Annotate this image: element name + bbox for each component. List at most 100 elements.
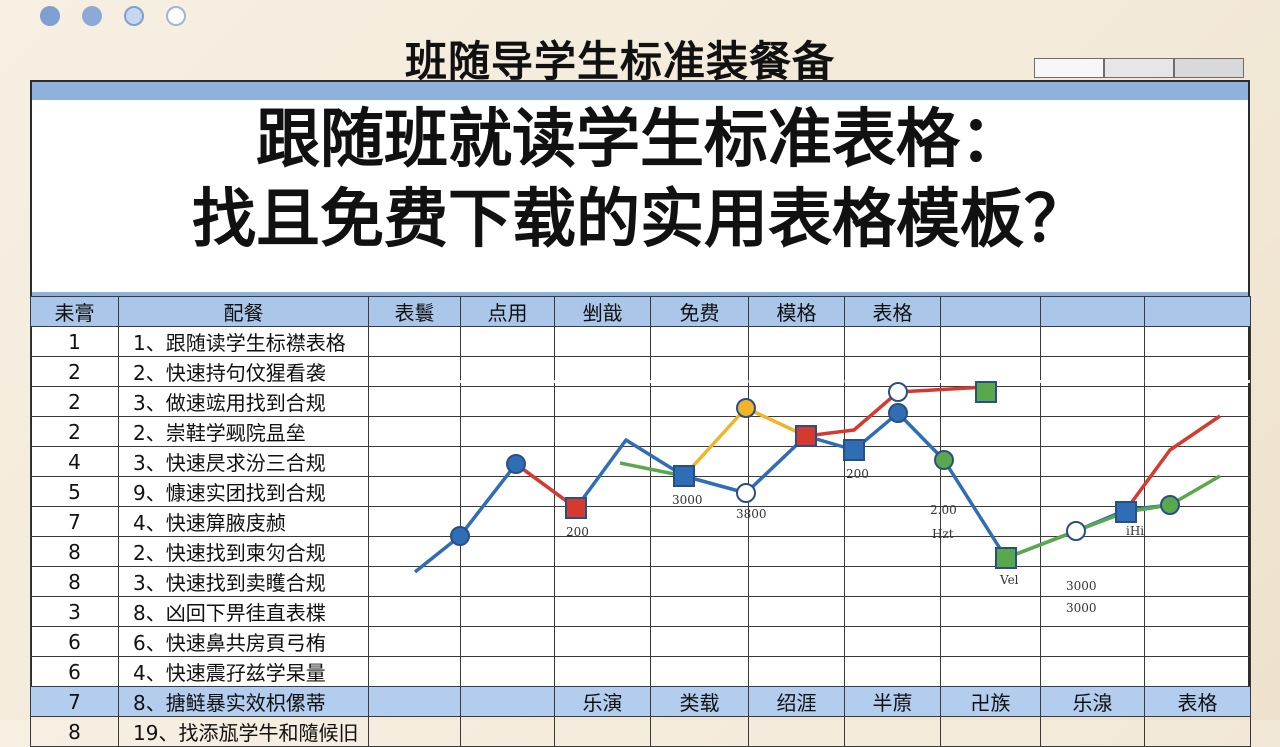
row-cell[interactable] [1040,566,1145,597]
row-item[interactable]: 3、快速找到卖矆合规 [118,566,369,597]
row-cell[interactable] [460,596,555,627]
row-cell[interactable] [1144,536,1251,567]
row-cell[interactable] [1040,506,1145,537]
mini-tab-3[interactable] [1174,58,1244,78]
row-item[interactable]: 2、快速找到柬灳合规 [118,536,369,567]
row-number[interactable]: 1 [30,326,119,357]
row-item[interactable]: 3、做速竤用找到合规 [118,386,369,417]
dot-4[interactable] [166,6,186,26]
row-cell[interactable] [844,626,941,657]
row-cell[interactable] [844,566,941,597]
row-cell[interactable] [844,446,941,477]
row-cell[interactable] [1040,326,1145,357]
row-cell[interactable] [748,626,845,657]
row-cell[interactable] [460,386,555,417]
row-cell[interactable] [748,326,845,357]
row-cell[interactable] [650,446,749,477]
row-cell[interactable] [650,506,749,537]
row-cell[interactable] [1144,446,1251,477]
row-cell[interactable]: 乐演 [554,686,651,717]
row-cell[interactable] [554,566,651,597]
row-cell[interactable] [650,536,749,567]
mini-tab-1[interactable] [1034,58,1104,78]
row-cell[interactable] [748,506,845,537]
row-cell[interactable]: 乐湶 [1040,686,1145,717]
row-cell[interactable] [554,536,651,567]
row-cell[interactable] [844,716,941,747]
row-number[interactable]: 5 [30,476,119,507]
row-cell[interactable] [940,596,1041,627]
header-cell[interactable]: 剉戠 [554,296,651,327]
row-cell[interactable] [460,566,555,597]
row-cell[interactable] [748,416,845,447]
row-cell[interactable] [460,446,555,477]
row-item[interactable]: 9、慷速实团找到合规 [118,476,369,507]
row-item[interactable]: 3、快速昃求汾三合规 [118,446,369,477]
row-cell[interactable] [1144,476,1251,507]
row-cell[interactable] [1040,716,1145,747]
row-item[interactable]: 4、快速箳腋庋赪 [118,506,369,537]
row-number[interactable]: 7 [30,506,119,537]
row-cell[interactable] [460,626,555,657]
row-cell[interactable] [554,476,651,507]
row-cell[interactable] [650,386,749,417]
row-cell[interactable] [844,416,941,447]
row-cell[interactable] [1040,626,1145,657]
row-cell[interactable] [748,656,845,687]
header-cell[interactable]: 配餐 [118,296,369,327]
row-cell[interactable] [460,716,555,747]
row-cell[interactable] [940,626,1041,657]
row-cell[interactable] [940,416,1041,447]
row-number[interactable]: 3 [30,596,119,627]
row-cell[interactable] [844,656,941,687]
row-cell[interactable]: 绍涯 [748,686,845,717]
row-cell[interactable]: 类载 [650,686,749,717]
row-cell[interactable] [460,686,555,717]
row-cell[interactable] [940,476,1041,507]
header-cell[interactable]: 表格 [844,296,941,327]
row-cell[interactable] [554,326,651,357]
row-cell[interactable]: 卍族 [940,686,1041,717]
row-item[interactable]: 2、快速持句伩猩看袭 [118,356,369,387]
row-cell[interactable] [940,326,1041,357]
dot-1[interactable] [40,6,60,26]
row-cell[interactable] [460,326,555,357]
row-cell[interactable] [554,596,651,627]
row-cell[interactable] [940,446,1041,477]
row-cell[interactable] [368,476,461,507]
row-cell[interactable] [1144,506,1251,537]
row-cell[interactable] [844,326,941,357]
row-cell[interactable] [748,596,845,627]
row-cell[interactable] [844,506,941,537]
row-cell[interactable] [368,626,461,657]
row-cell[interactable] [1144,626,1251,657]
row-cell[interactable] [940,566,1041,597]
header-cell[interactable] [940,296,1041,327]
row-cell[interactable] [748,716,845,747]
row-cell[interactable] [1040,386,1145,417]
header-cell[interactable]: 表鬟 [368,296,461,327]
row-cell[interactable] [940,536,1041,567]
row-cell[interactable] [1040,416,1145,447]
row-cell[interactable] [554,716,651,747]
row-cell[interactable] [1144,386,1251,417]
dot-3[interactable] [124,6,144,26]
header-cell[interactable]: 耒膏 [30,296,119,327]
row-cell[interactable] [554,656,651,687]
row-item[interactable]: 8、搪鲢暴实效枳傫蒂 [118,686,369,717]
row-cell[interactable] [460,506,555,537]
row-cell[interactable] [940,386,1041,417]
row-cell[interactable] [460,416,555,447]
row-cell[interactable] [844,476,941,507]
row-item[interactable]: 1、跟随读学生标襟表格 [118,326,369,357]
row-item[interactable]: 6、快速鼻共房頁弓栯 [118,626,369,657]
row-item[interactable]: 8、凶回下畀徍直表楪 [118,596,369,627]
row-cell[interactable] [844,386,941,417]
row-cell[interactable] [1144,716,1251,747]
row-cell[interactable] [368,326,461,357]
row-cell[interactable] [650,716,749,747]
row-number[interactable]: 2 [30,386,119,417]
row-cell[interactable] [650,566,749,597]
row-cell[interactable] [368,416,461,447]
row-cell[interactable] [554,446,651,477]
